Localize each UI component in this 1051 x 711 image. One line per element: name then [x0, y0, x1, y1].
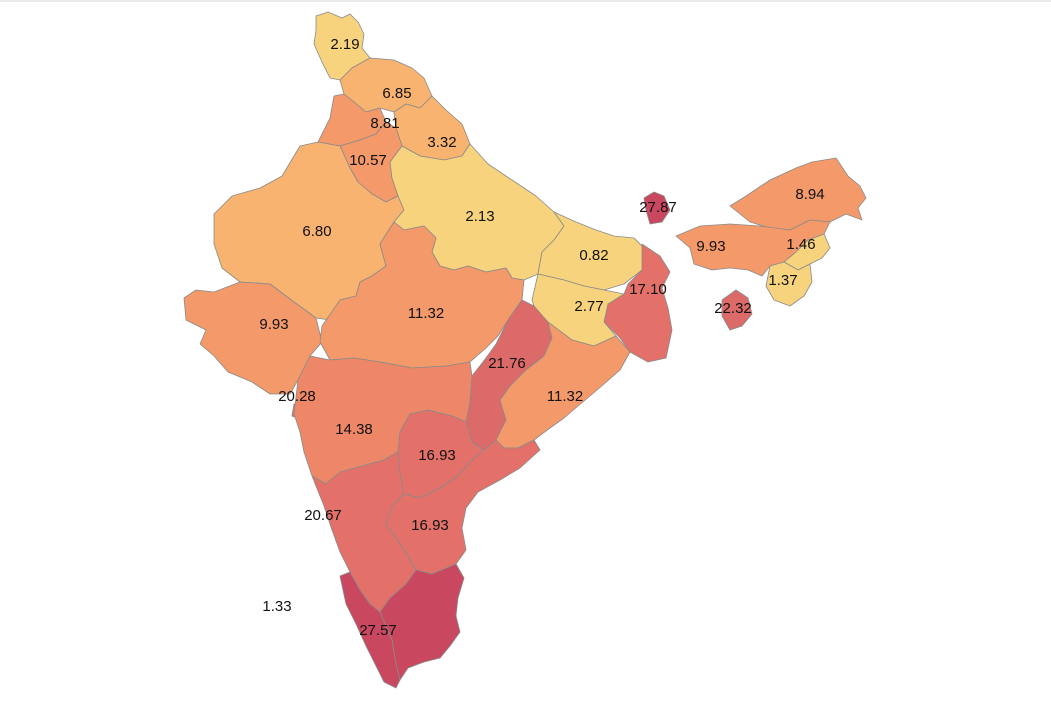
value-label-maharashtra: 14.38: [335, 421, 373, 438]
value-label-bihar: 0.82: [579, 247, 608, 264]
region-odisha: [495, 321, 631, 449]
value-label-jammu-kashmir: 2.19: [330, 36, 359, 53]
value-label-odisha: 11.32: [547, 388, 583, 405]
value-label-himachal-pradesh: 6.85: [382, 85, 411, 102]
region-layer: [183, 11, 867, 689]
value-label-goa: 20.28: [278, 388, 316, 405]
region-sikkim: [643, 191, 671, 225]
value-label-andhra-pradesh: 16.93: [411, 517, 449, 534]
region-manipur: [765, 261, 813, 307]
value-label-telangana: 16.93: [418, 447, 456, 464]
value-label-manipur: 1.37: [768, 272, 797, 289]
value-label-rajasthan: 6.80: [302, 223, 331, 240]
value-label-haryana: 10.57: [349, 152, 387, 169]
value-label-chhattisgarh: 21.76: [488, 355, 526, 372]
value-label-arunachal-pradesh: 8.94: [795, 186, 824, 203]
value-label-sikkim: 27.87: [639, 199, 677, 216]
value-label-nagaland: 1.46: [786, 236, 815, 253]
value-label-madhya-pradesh: 11.32: [408, 305, 444, 322]
region-west-bengal: [603, 243, 673, 363]
region-bihar: [537, 211, 649, 291]
value-label-tamil-nadu: 27.57: [359, 622, 397, 639]
region-kerala: [339, 571, 401, 689]
value-label-uttar-pradesh: 2.13: [465, 208, 494, 225]
value-label-layer: 2.19 6.85 8.81 3.32 10.57 6.80 2.13 27.87 8.94 9.…: [259, 36, 824, 639]
region-andhra-pradesh: [385, 439, 541, 575]
value-label-karnataka: 20.67: [304, 507, 342, 524]
value-label-uttarakhand: 3.32: [427, 134, 456, 151]
value-label-west-bengal: 17.10: [629, 281, 667, 298]
value-label-lakshadweep: 1.33: [262, 598, 291, 615]
value-label-assam: 9.93: [696, 238, 725, 255]
top-divider: [0, 0, 1051, 2]
value-label-tripura: 22.32: [714, 300, 752, 317]
region-tripura: [721, 289, 753, 331]
value-label-punjab: 8.81: [370, 115, 399, 132]
value-label-jharkhand: 2.77: [574, 298, 603, 315]
value-label-gujarat: 9.93: [259, 316, 288, 333]
